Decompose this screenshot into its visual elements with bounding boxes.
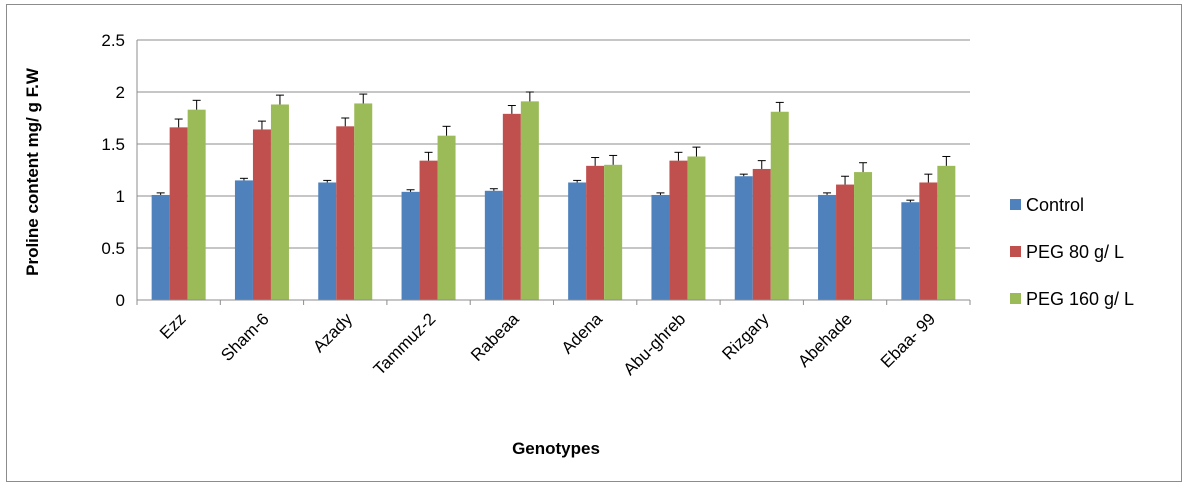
y-tick-label: 2.5 [101,31,125,50]
bar [169,127,188,300]
bar [484,190,503,300]
bar [669,160,688,300]
legend-swatch-control [1010,199,1021,210]
x-axis-title: Genotypes [512,439,600,458]
x-tick-label: Ebaa- 99 [877,309,939,371]
bar [502,113,521,300]
legend-label-peg160: PEG 160 g/ L [1026,289,1134,309]
x-tick-label: Ezz [156,309,189,342]
y-tick-label: 1 [116,187,125,206]
legend-swatch-peg80 [1010,246,1021,257]
bar [401,191,420,300]
y-tick-label: 0.5 [101,239,125,258]
bar [568,182,587,300]
x-tick-label: Tammuz-2 [370,309,440,379]
legend-swatch-peg160 [1010,293,1021,304]
bar [151,194,170,300]
bar [651,194,670,300]
y-axis-title: Proline content mg/ g F.W [23,67,42,276]
x-tick-label: Rabeaa [467,309,523,365]
x-tick-label: Azady [309,309,356,356]
bar [734,176,753,300]
bar [234,180,253,300]
bar [270,104,289,300]
bar [520,101,539,300]
x-tick-label: Abu-ghreb [620,309,690,379]
bar [604,164,623,300]
bar [252,129,271,300]
bar [687,156,706,300]
bar [437,135,456,300]
x-tick-label: Rizgary [718,309,773,364]
bar [901,202,920,300]
axes [136,40,971,305]
y-tick-label: 0 [116,291,125,310]
x-tick-label: Adena [558,309,607,358]
bar [854,172,873,300]
x-tick-label: Abehade [794,309,856,371]
bar [419,160,438,300]
bar [919,182,938,300]
bar [818,194,837,300]
bar [586,165,605,300]
bar [752,168,771,300]
bars [151,91,956,301]
bar [318,182,337,300]
bar [187,109,206,301]
bar [770,111,789,300]
bar [836,184,855,300]
y-tick-label: 1.5 [101,135,125,154]
legend: Control PEG 80 g/ L PEG 160 g/ L [1010,195,1134,309]
legend-label-control: Control [1026,195,1084,215]
y-tick-label: 2 [116,83,125,102]
x-tick-label: Sham-6 [217,309,273,365]
bar [336,126,355,300]
bar [937,165,956,300]
legend-label-peg80: PEG 80 g/ L [1026,242,1124,262]
bar [354,103,373,300]
